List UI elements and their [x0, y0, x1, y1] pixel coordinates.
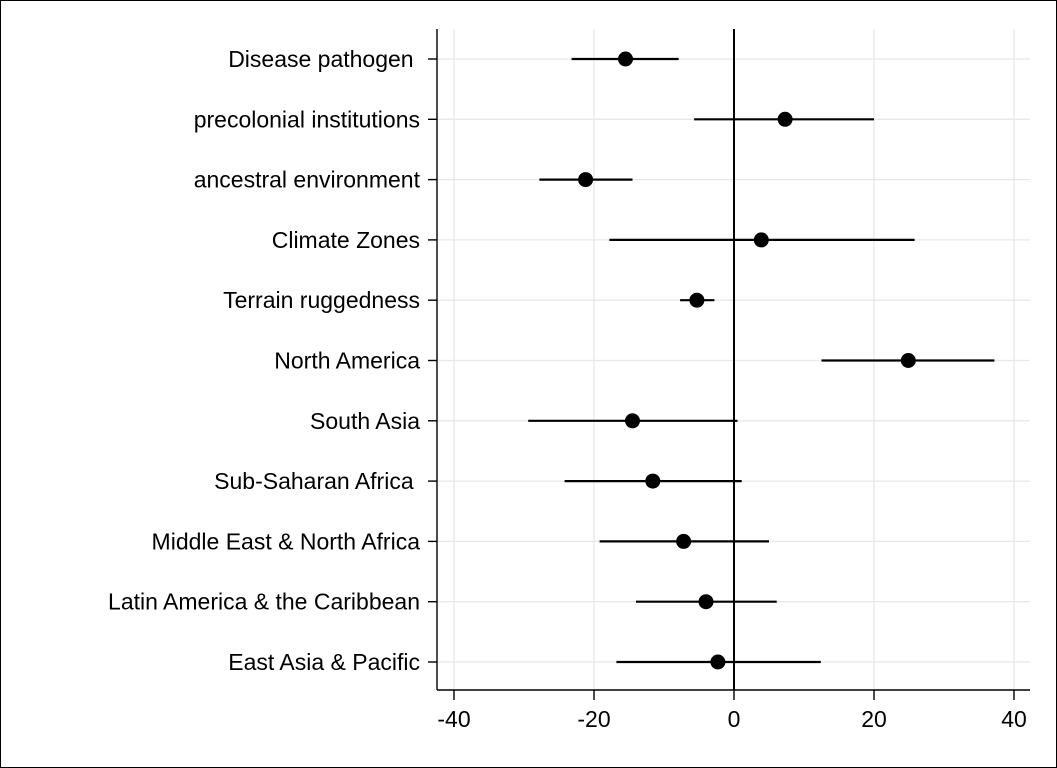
category-label: Latin America & the Caribbean — [108, 589, 420, 615]
category-label: Disease pathogen — [228, 46, 420, 72]
point-estimate — [900, 353, 916, 368]
category-label: South Asia — [310, 408, 420, 434]
axis-layer: -40 -20 0 20 40 — [428, 29, 1030, 732]
point-estimate — [676, 533, 692, 549]
x-tick-label: 0 — [728, 706, 741, 732]
point-estimate — [645, 473, 661, 489]
category-label: precolonial institutions — [194, 106, 420, 132]
category-label: Middle East & North Africa — [152, 528, 421, 554]
point-estimate — [753, 232, 769, 248]
category-label: Climate Zones — [272, 227, 420, 253]
point-estimate — [618, 51, 633, 67]
point-estimate — [710, 654, 726, 670]
category-label: Sub-Saharan Africa — [214, 468, 420, 494]
category-label: North America — [274, 348, 420, 374]
point-estimate — [777, 111, 793, 127]
point-estimate — [625, 413, 640, 429]
point-estimates — [578, 51, 916, 670]
point-estimate — [698, 594, 714, 610]
category-labels: Disease pathogen precolonial institution… — [108, 46, 421, 675]
x-tick-label: -40 — [437, 706, 470, 732]
category-label: East Asia & Pacific — [228, 649, 420, 675]
point-estimate — [578, 172, 594, 188]
x-tick-label: 40 — [1001, 706, 1027, 732]
point-estimate — [689, 292, 705, 308]
x-tick-label: -20 — [577, 706, 610, 732]
category-label: ancestral environment — [194, 167, 421, 193]
x-tick-label: 20 — [861, 706, 887, 732]
category-label: Terrain ruggedness — [223, 287, 420, 313]
